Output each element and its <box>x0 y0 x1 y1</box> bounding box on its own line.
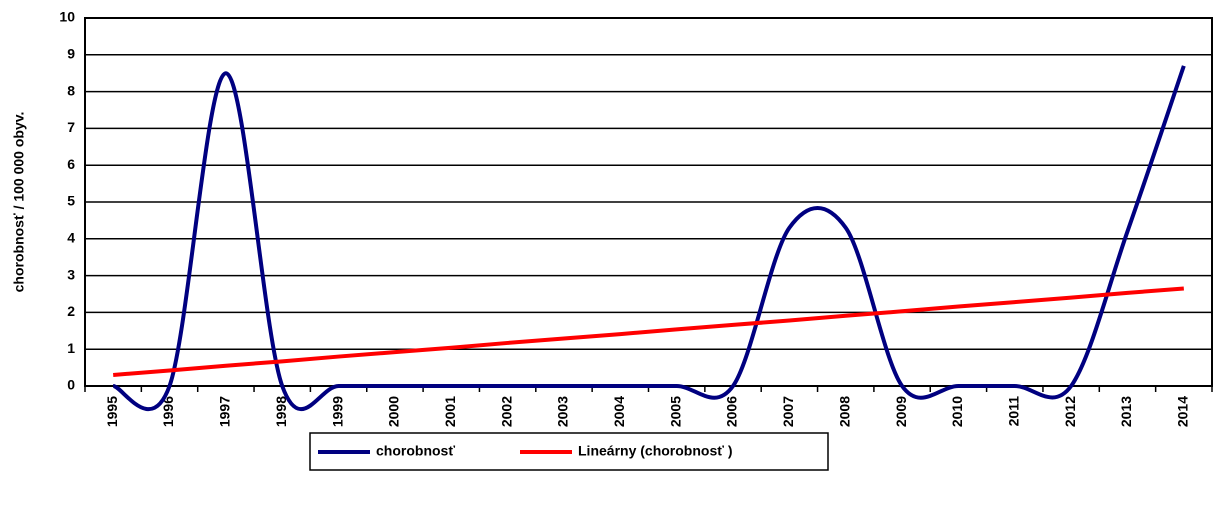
x-tick-label: 2001 <box>442 396 458 427</box>
legend-label: Lineárny (chorobnosť ) <box>578 443 733 459</box>
y-tick-label: 4 <box>67 230 75 246</box>
y-tick-label: 1 <box>67 340 75 356</box>
x-tick-label: 2004 <box>611 396 627 427</box>
y-tick-label: 0 <box>67 377 75 393</box>
y-tick-label: 6 <box>67 156 75 172</box>
series-line <box>113 286 1184 377</box>
y-tick-label: 9 <box>67 46 75 62</box>
y-tick-label: 3 <box>67 266 75 282</box>
y-tick-label: 5 <box>67 193 75 209</box>
y-tick-label: 2 <box>67 303 75 319</box>
x-tick-label: 1995 <box>104 396 120 427</box>
y-tick-label: 10 <box>59 9 75 25</box>
x-tick-label: 2002 <box>498 396 514 427</box>
x-tick-label: 2010 <box>949 396 965 427</box>
legend-label: chorobnosť <box>376 443 455 459</box>
x-tick-label: 2014 <box>1175 396 1191 427</box>
x-tick-label: 2012 <box>1062 396 1078 427</box>
x-tick-label: 2006 <box>724 396 740 427</box>
x-tick-label: 2000 <box>386 396 402 427</box>
x-tick-label: 1996 <box>160 396 176 427</box>
x-tick-label: 2008 <box>836 396 852 427</box>
x-tick-label: 1997 <box>217 396 233 427</box>
x-tick-label: 2011 <box>1005 396 1021 427</box>
series-line <box>112 65 1186 412</box>
y-tick-label: 7 <box>67 119 75 135</box>
x-tick-label: 2005 <box>667 396 683 427</box>
x-tick-label: 1999 <box>329 396 345 427</box>
x-tick-label: 2003 <box>555 396 571 427</box>
y-axis-label: chorobnosť / 100 000 obyv. <box>11 112 27 293</box>
x-tick-label: 1998 <box>273 396 289 427</box>
x-tick-label: 2009 <box>893 396 909 427</box>
x-tick-label: 2013 <box>1118 396 1134 427</box>
x-tick-label: 2007 <box>780 396 796 427</box>
y-tick-label: 8 <box>67 82 75 98</box>
